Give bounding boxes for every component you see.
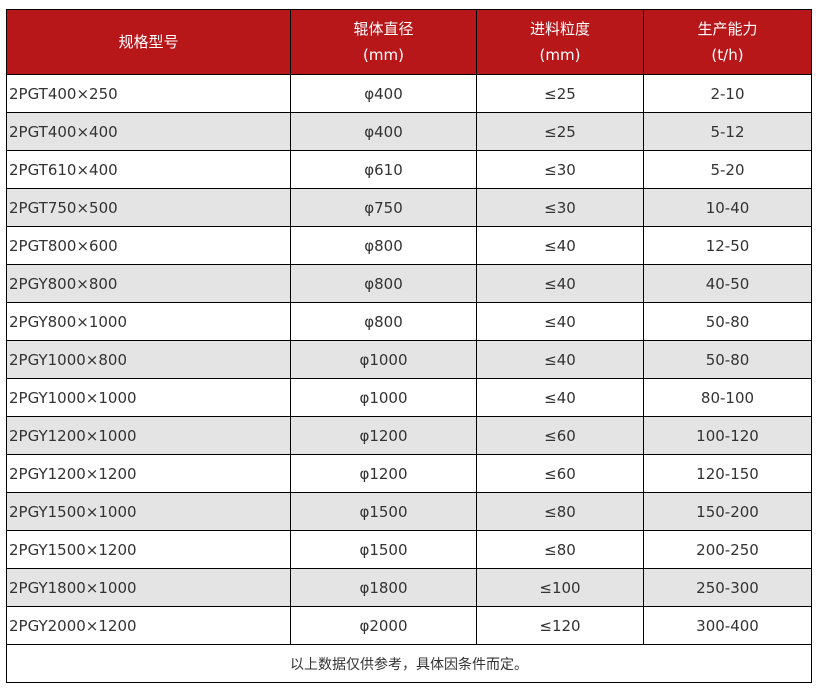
table-cell: φ800: [290, 226, 477, 265]
table-cell: ≤60: [476, 454, 644, 493]
table-cell: φ800: [290, 302, 477, 341]
column-header: 进料粒度 (mm): [476, 9, 644, 75]
table-cell: ≤30: [476, 188, 644, 227]
table-cell: ≤25: [476, 112, 644, 151]
table-cell: ≤40: [476, 378, 644, 417]
table-cell: 250-300: [643, 568, 812, 607]
footnote: 以上数据仅供参考，具体因条件而定。: [6, 644, 812, 683]
table-cell: φ1800: [290, 568, 477, 607]
table-cell: 5-12: [643, 112, 812, 151]
table-cell: 2-10: [643, 74, 812, 113]
table-cell: 2PGY1200×1200: [6, 454, 291, 493]
table-cell: ≤120: [476, 606, 644, 645]
table-cell: φ1000: [290, 340, 477, 379]
table-cell: ≤40: [476, 264, 644, 303]
header-unit: (t/h): [711, 46, 744, 64]
table-cell: 40-50: [643, 264, 812, 303]
table-cell: φ400: [290, 112, 477, 151]
table-cell: 2PGT750×500: [6, 188, 291, 227]
table-cell: ≤60: [476, 416, 644, 455]
table-cell: 100-120: [643, 416, 812, 455]
table-cell: φ610: [290, 150, 477, 189]
table-row: 2PGY800×800 φ800 ≤40 40-50: [6, 264, 812, 303]
table-cell: 80-100: [643, 378, 812, 417]
header-label: 进料粒度: [529, 20, 590, 38]
table-cell: 12-50: [643, 226, 812, 265]
table-cell: 120-150: [643, 454, 812, 493]
table-cell: 150-200: [643, 492, 812, 531]
table-cell: 50-80: [643, 302, 812, 341]
table-cell: ≤40: [476, 226, 644, 265]
header-unit: (mm): [539, 46, 581, 64]
table-row: 2PGT800×600 φ800 ≤40 12-50: [6, 226, 812, 265]
table-cell: φ400: [290, 74, 477, 113]
table-cell: 2PGY1200×1000: [6, 416, 291, 455]
table-cell: φ2000: [290, 606, 477, 645]
table-cell: 2PGT610×400: [6, 150, 291, 189]
column-header: 生产能力 (t/h): [643, 9, 812, 75]
header-label: 生产能力: [697, 20, 758, 38]
table-cell: 50-80: [643, 340, 812, 379]
table-row: 2PGT610×400 φ610 ≤30 5-20: [6, 150, 812, 189]
header-unit: (mm): [363, 46, 404, 64]
table-row: 2PGY2000×1200 φ2000 ≤120 300-400: [6, 606, 812, 645]
header-row: 规格型号 辊体直径 (mm) 进料粒度 (mm) 生产能力 (t/h): [6, 9, 812, 75]
table-cell: 10-40: [643, 188, 812, 227]
table-cell: ≤25: [476, 74, 644, 113]
table-cell: 2PGY800×800: [6, 264, 291, 303]
table-row: 2PGT400×250 φ400 ≤25 2-10: [6, 74, 812, 113]
table-row: 2PGY800×1000 φ800 ≤40 50-80: [6, 302, 812, 341]
table-row: 2PGT750×500 φ750 ≤30 10-40: [6, 188, 812, 227]
header-label: 辊体直径: [353, 20, 414, 38]
table-row: 2PGT400×400 φ400 ≤25 5-12: [6, 112, 812, 151]
table-cell: 2PGY1500×1000: [6, 492, 291, 531]
table-cell: 2PGY1000×1000: [6, 378, 291, 417]
table-row: 2PGY1500×1200 φ1500 ≤80 200-250: [6, 530, 812, 569]
table-cell: ≤40: [476, 340, 644, 379]
table-row: 2PGY1200×1000 φ1200 ≤60 100-120: [6, 416, 812, 455]
table-row: 2PGY1000×1000 φ1000 ≤40 80-100: [6, 378, 812, 417]
table-row: 2PGY1000×800 φ1000 ≤40 50-80: [6, 340, 812, 379]
table-cell: φ1200: [290, 416, 477, 455]
header-label: 规格型号: [118, 33, 179, 51]
table-cell: 2PGY1800×1000: [6, 568, 291, 607]
column-header: 辊体直径 (mm): [290, 9, 477, 75]
table-cell: ≤100: [476, 568, 644, 607]
table-cell: 300-400: [643, 606, 812, 645]
table-cell: φ1000: [290, 378, 477, 417]
table-row: 2PGY1500×1000 φ1500 ≤80 150-200: [6, 492, 812, 531]
table-cell: φ1200: [290, 454, 477, 493]
table-cell: 2PGY1500×1200: [6, 530, 291, 569]
table-cell: φ800: [290, 264, 477, 303]
spec-table: 规格型号 辊体直径 (mm) 进料粒度 (mm) 生产能力 (t/h) 2PGT400×25…: [6, 9, 812, 683]
table-cell: 2PGY800×1000: [6, 302, 291, 341]
table-cell: 2PGT400×400: [6, 112, 291, 151]
table-row: 2PGY1800×1000 φ1800 ≤100 250-300: [6, 568, 812, 607]
table-cell: 200-250: [643, 530, 812, 569]
table-cell: 2PGY2000×1200: [6, 606, 291, 645]
table-cell: ≤80: [476, 492, 644, 531]
table-cell: ≤80: [476, 530, 644, 569]
table-cell: φ750: [290, 188, 477, 227]
table-cell: ≤30: [476, 150, 644, 189]
table-cell: φ1500: [290, 530, 477, 569]
table-row: 2PGY1200×1200 φ1200 ≤60 120-150: [6, 454, 812, 493]
table-cell: 2PGY1000×800: [6, 340, 291, 379]
table-cell: 2PGT800×600: [6, 226, 291, 265]
column-header: 规格型号: [6, 9, 291, 75]
table-cell: 5-20: [643, 150, 812, 189]
table-cell: φ1500: [290, 492, 477, 531]
table-cell: 2PGT400×250: [6, 74, 291, 113]
table-cell: ≤40: [476, 302, 644, 341]
